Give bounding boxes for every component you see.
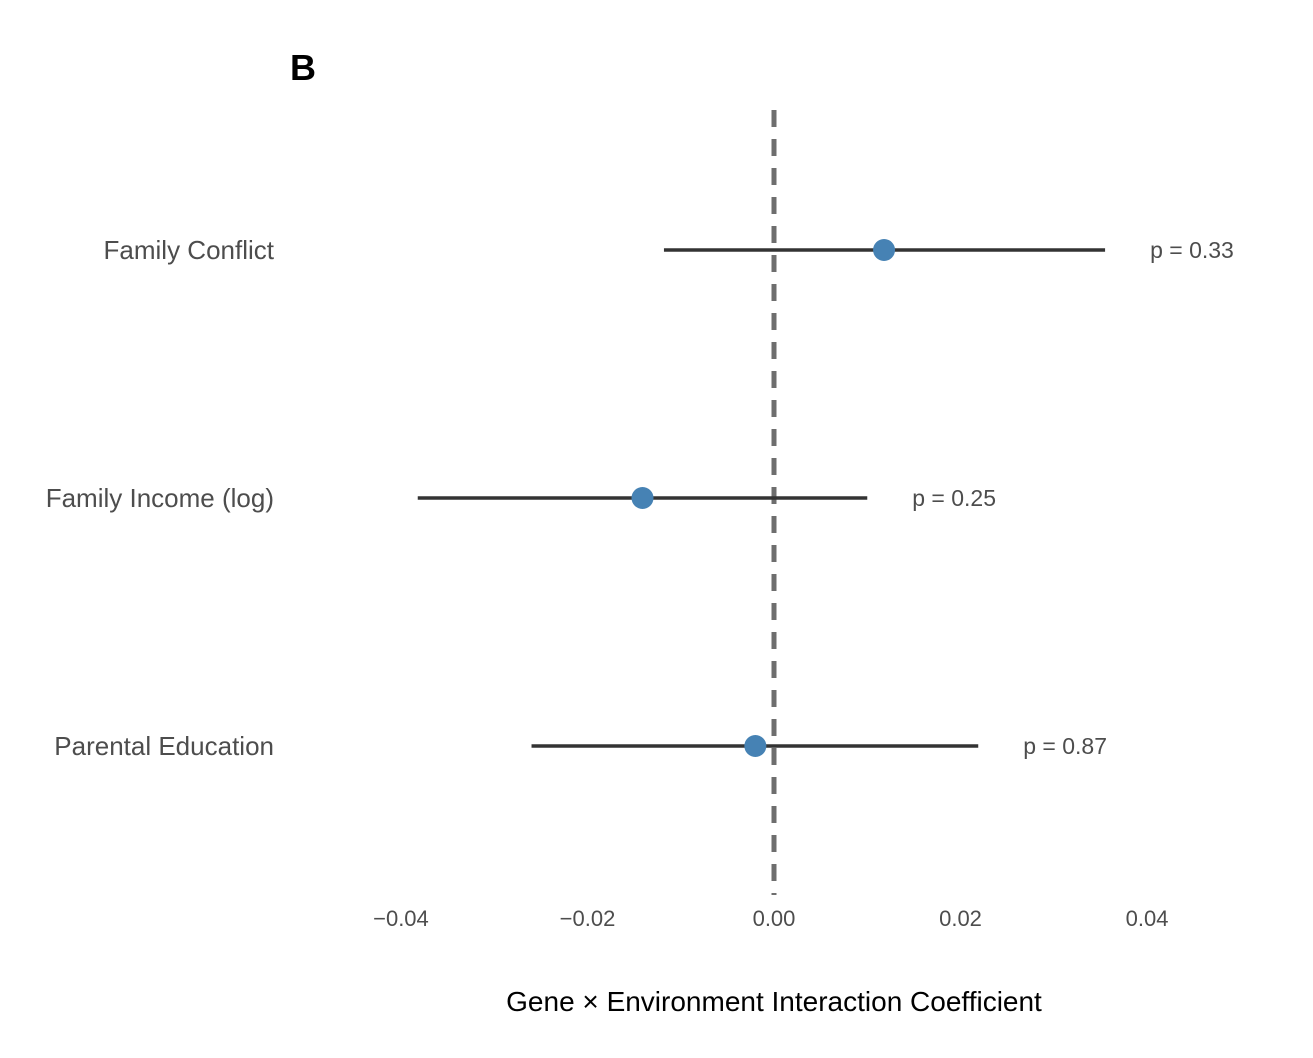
forest-row: Family Income (log) p = 0.25 [46, 483, 996, 513]
estimate-point [744, 735, 767, 757]
x-tick-label: 0.02 [939, 906, 982, 931]
x-tick-label: 0.04 [1126, 906, 1169, 931]
forest-row: Family Conflict p = 0.33 [104, 235, 1234, 265]
estimate-point [873, 239, 896, 261]
x-axis-ticks: −0.04 −0.02 0.00 0.02 0.04 [373, 906, 1168, 931]
forest-row: Parental Education p = 0.87 [54, 731, 1107, 761]
x-tick-label: −0.02 [560, 906, 616, 931]
p-value-label: p = 0.87 [1023, 733, 1107, 759]
p-value-label: p = 0.25 [912, 485, 996, 511]
x-axis-title: Gene × Environment Interaction Coefficie… [506, 986, 1042, 1017]
x-tick-label: −0.04 [373, 906, 429, 931]
x-tick-label: 0.00 [753, 906, 796, 931]
plot-rows: Family Conflict p = 0.33 Family Income (lo… [46, 235, 1234, 761]
p-value-label: p = 0.33 [1150, 237, 1234, 263]
row-label: Family Income (log) [46, 483, 274, 513]
row-label: Family Conflict [104, 235, 275, 265]
estimate-point [631, 487, 654, 509]
panel-label: B [290, 47, 316, 88]
row-label: Parental Education [54, 731, 274, 761]
